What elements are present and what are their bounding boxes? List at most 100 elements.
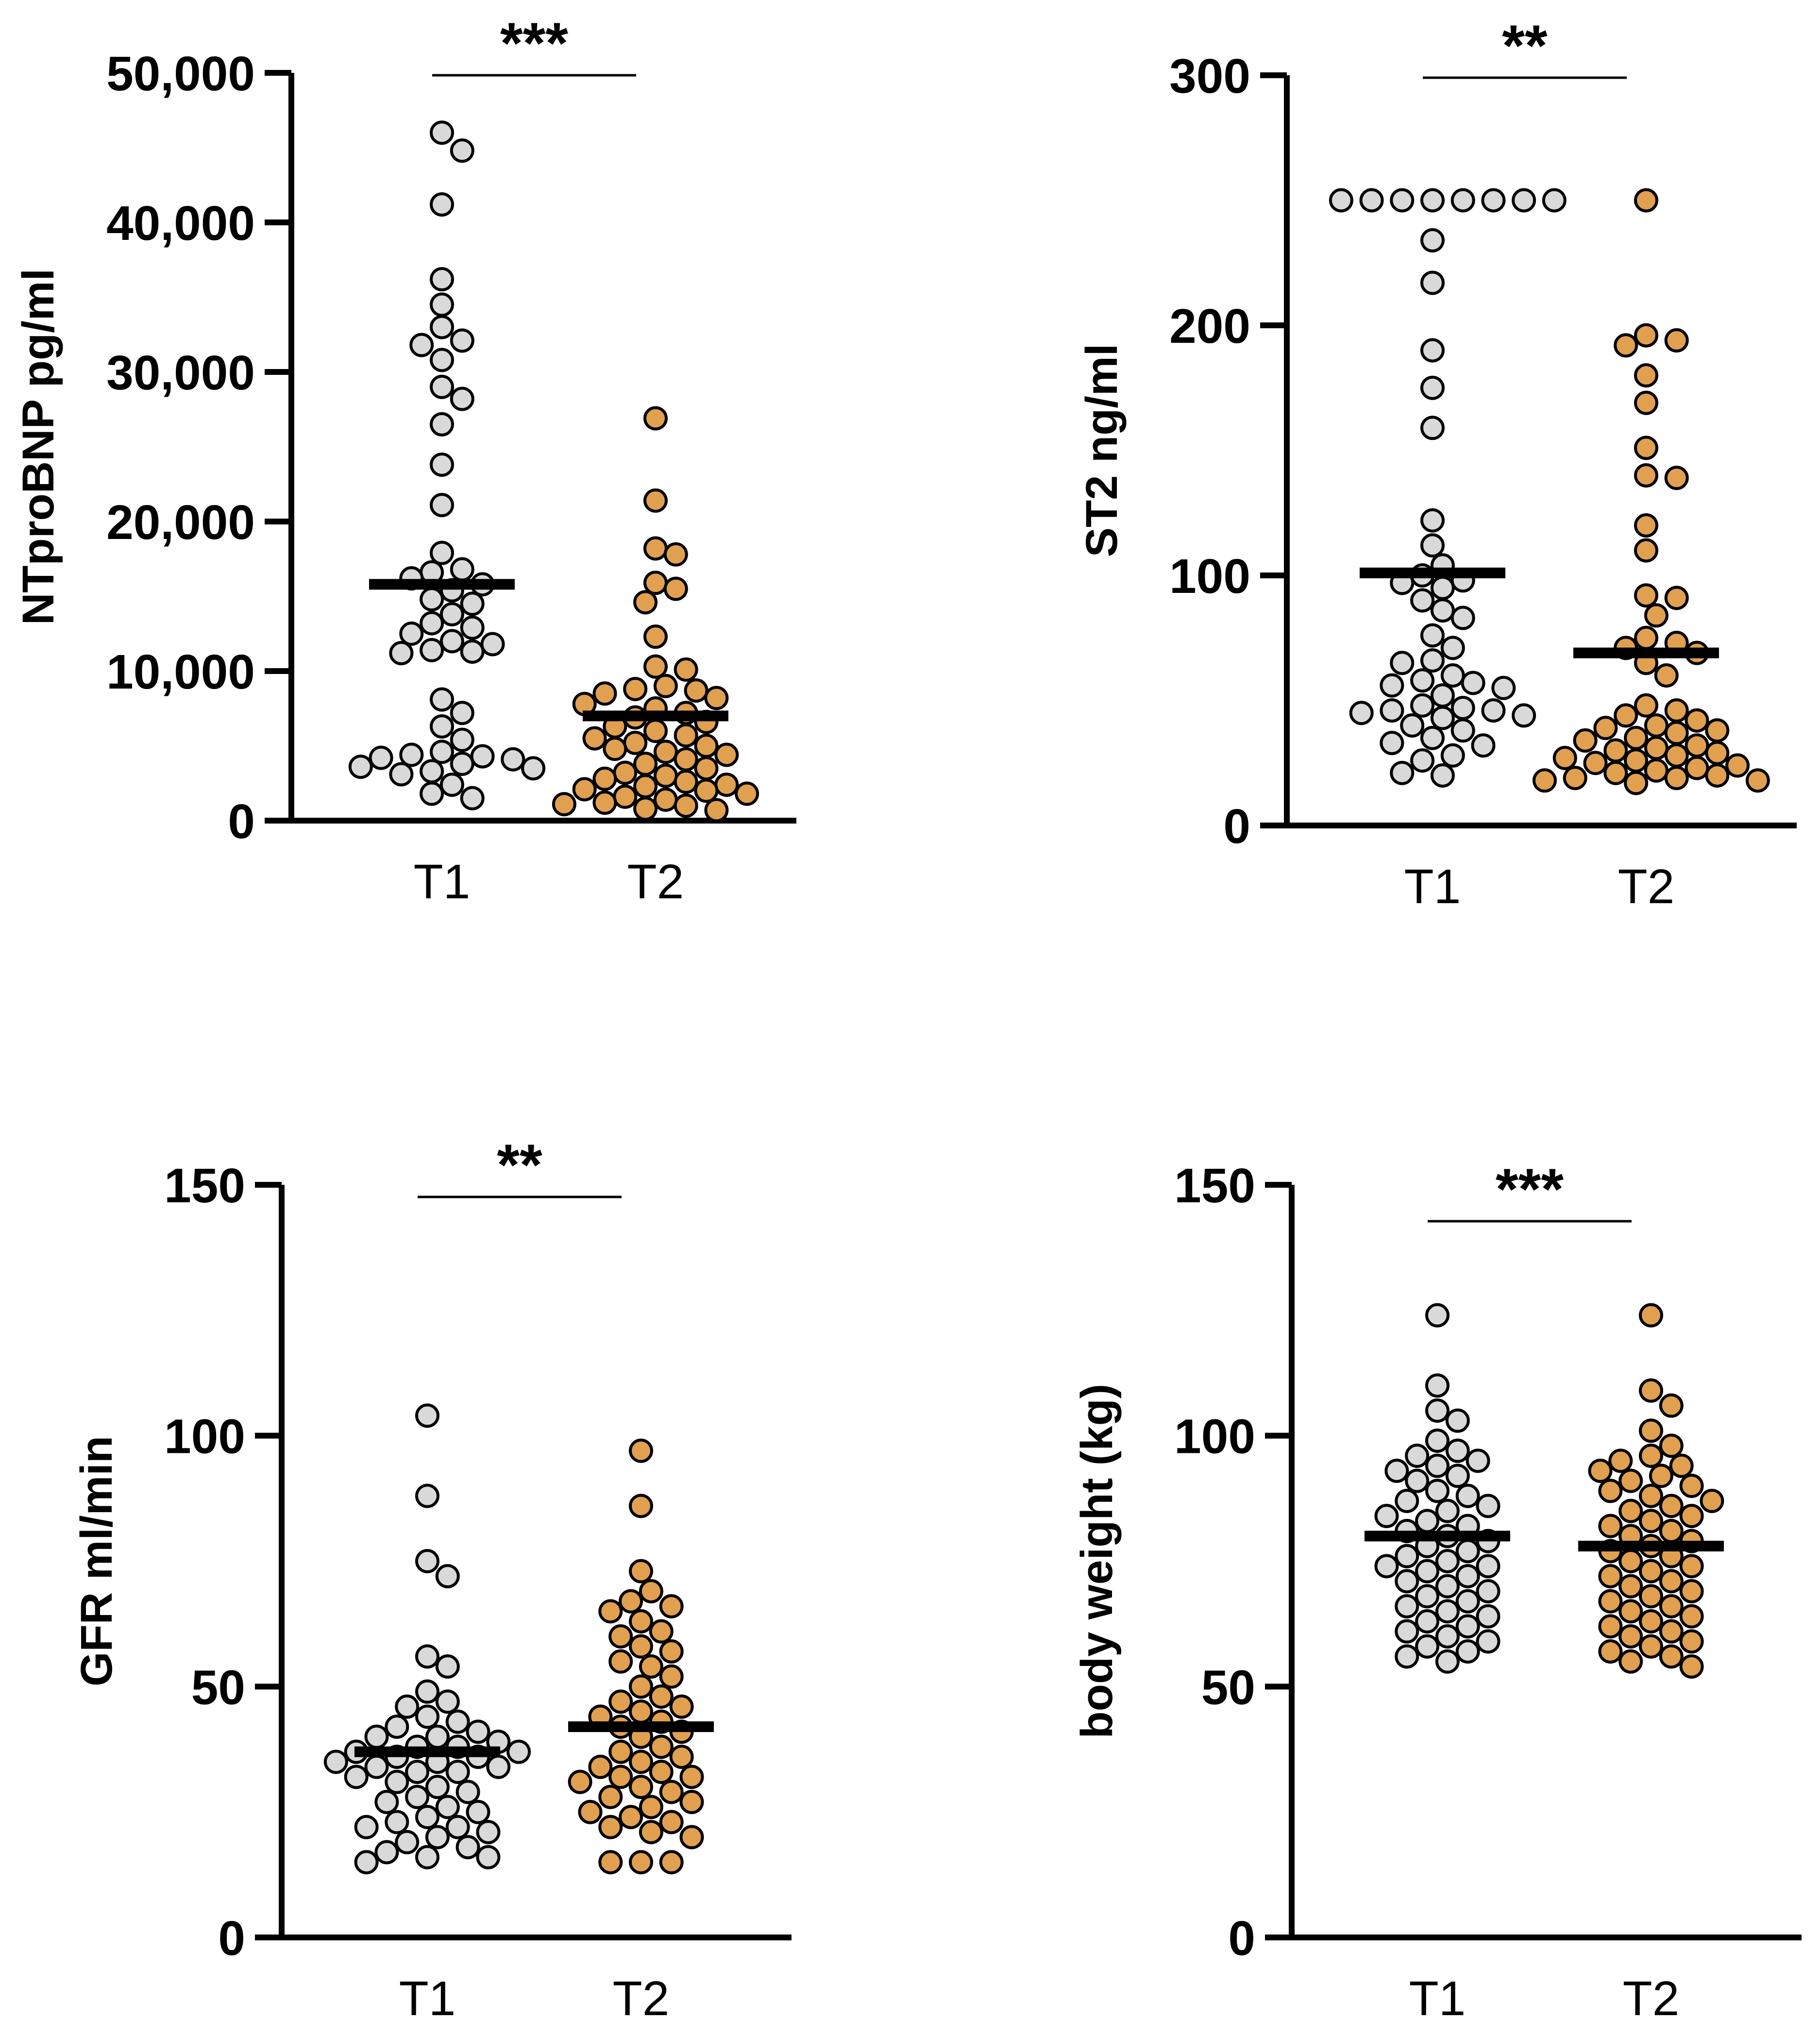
ntprobnp-point-t2 <box>674 769 698 794</box>
st2-point-t1 <box>1471 733 1496 758</box>
gfr-point-t1 <box>425 1825 450 1850</box>
gfr-point-t1 <box>445 1760 470 1784</box>
gfr-point-t1 <box>415 1845 439 1869</box>
st2-point-t2 <box>1624 771 1649 795</box>
ntprobnp-point-t1 <box>420 587 444 612</box>
body-weight-point-t1 <box>1395 1489 1419 1513</box>
ntprobnp-point-t1 <box>439 629 464 654</box>
body-weight-point-t1 <box>1435 1549 1460 1573</box>
st2-point-t2 <box>1624 748 1649 773</box>
ntprobnp-point-t2 <box>674 793 698 818</box>
gfr-point-t2 <box>649 1760 674 1784</box>
gfr-point-t2 <box>598 1599 623 1624</box>
ntprobnp-point-t2 <box>592 681 617 706</box>
st2-xtick-label-t1: T1 <box>1404 859 1461 914</box>
body-weight-point-t2 <box>1679 1579 1704 1603</box>
ntprobnp-point-t2 <box>643 719 668 743</box>
ntprobnp-point-t1 <box>430 540 454 565</box>
body-weight-point-t2 <box>1618 1549 1643 1573</box>
st2-point-t1 <box>1380 673 1404 698</box>
st2-point-t1 <box>1430 598 1455 623</box>
gfr-point-t1 <box>415 1704 439 1729</box>
ntprobnp-point-t1 <box>450 557 474 582</box>
gfr-point-t1 <box>344 1765 369 1789</box>
ntprobnp-point-t1 <box>430 120 454 145</box>
panel-body-weight: 0 50 100 150 body weight (kg) T1 T2 *** <box>1072 1157 1802 2026</box>
st2-point-t2 <box>1664 766 1689 791</box>
st2-point-t2 <box>1685 756 1709 780</box>
panel-ntprobnp: 0 10,000 20,000 30,000 40,000 50,000 NTproBNP … <box>14 11 796 909</box>
gfr-point-t1 <box>466 1800 490 1824</box>
ntprobnp-ytick-label: 10,000 <box>106 645 255 699</box>
st2-point-t1 <box>1461 671 1485 695</box>
ntprobnp-point-t2 <box>633 590 658 615</box>
st2-point-t1 <box>1450 188 1475 213</box>
gfr-point-t2 <box>629 1494 653 1518</box>
ntprobnp-point-t1 <box>430 687 454 712</box>
ntprobnp-point-t2 <box>663 576 688 601</box>
body-weight-point-t1 <box>1395 1619 1419 1644</box>
gfr-ylabel: GFR ml/min <box>72 1436 121 1686</box>
ntprobnp-point-t2 <box>653 763 678 788</box>
st2-point-t1 <box>1420 725 1445 750</box>
body-weight-point-t1 <box>1395 1544 1419 1568</box>
body-weight-point-t1 <box>1425 1373 1449 1398</box>
body-weight-point-t1 <box>1395 1569 1419 1594</box>
st2-point-t2 <box>1583 751 1608 775</box>
ntprobnp-point-t1 <box>420 611 444 636</box>
body-weight-point-t1 <box>1425 1398 1449 1423</box>
body-weight-point-t1 <box>1476 1629 1500 1654</box>
gfr-point-t2 <box>629 1609 653 1633</box>
gfr-point-t2 <box>669 1694 694 1719</box>
st2-point-t1 <box>1440 663 1465 688</box>
st2-point-t2 <box>1664 721 1689 745</box>
body-weight-xtick-label-t1: T1 <box>1409 1971 1466 2026</box>
ntprobnp-point-t2 <box>714 742 739 767</box>
body-weight-point-t2 <box>1659 1644 1684 1669</box>
body-weight-point-t1 <box>1445 1408 1470 1433</box>
body-weight-point-t2 <box>1618 1649 1643 1674</box>
st2-point-t1 <box>1380 731 1404 756</box>
st2-point-t2 <box>1634 583 1658 608</box>
body-weight-point-t2 <box>1679 1604 1704 1629</box>
ntprobnp-xtick-label-t1: T1 <box>414 855 471 909</box>
gfr-significance-label: ** <box>497 1132 542 1197</box>
body-weight-point-t1 <box>1445 1438 1470 1463</box>
body-weight-point-t1 <box>1405 1444 1430 1468</box>
body-weight-point-t1 <box>1374 1504 1399 1528</box>
ntprobnp-point-t2 <box>643 536 668 561</box>
ntprobnp-point-t1 <box>460 615 485 640</box>
st2-point-t2 <box>1603 760 1628 785</box>
body-weight-ytick-label: 0 <box>1228 1911 1255 1966</box>
st2-point-t1 <box>1420 416 1445 440</box>
ntprobnp-point-t2 <box>643 654 668 679</box>
st2-point-t1 <box>1420 338 1445 363</box>
gfr-xtick-label-t1: T1 <box>399 1971 456 2026</box>
gfr-point-t1 <box>476 1845 501 1869</box>
ntprobnp-ytick-label: 30,000 <box>106 346 255 400</box>
body-weight-point-t2 <box>1598 1564 1623 1588</box>
ntprobnp-point-t1 <box>430 315 454 339</box>
body-weight-point-t1 <box>1435 1599 1460 1624</box>
body-weight-point-t2 <box>1679 1629 1704 1654</box>
ntprobnp-point-t1 <box>430 493 454 518</box>
st2-point-t1 <box>1420 270 1445 295</box>
body-weight-point-t2 <box>1639 1559 1663 1583</box>
body-weight-point-t2 <box>1659 1519 1684 1543</box>
st2-point-t2 <box>1664 586 1689 610</box>
gfr-point-t2 <box>629 1634 653 1659</box>
st2-point-t1 <box>1420 623 1445 648</box>
body-weight-point-t2 <box>1639 1634 1663 1659</box>
body-weight-point-t2 <box>1639 1378 1663 1403</box>
ntprobnp-point-t1 <box>430 267 454 292</box>
body-weight-point-t2 <box>1639 1303 1663 1328</box>
body-weight-point-t1 <box>1395 1594 1419 1618</box>
gfr-point-t2 <box>578 1800 603 1824</box>
body-weight-point-t2 <box>1700 1489 1724 1513</box>
ntprobnp-point-t1 <box>389 762 414 787</box>
gfr-point-t1 <box>385 1810 409 1835</box>
body-weight-ytick-label: 150 <box>1174 1159 1255 1213</box>
ntprobnp-significance-label: *** <box>500 11 568 76</box>
body-weight-point-t2 <box>1659 1393 1684 1418</box>
body-weight-point-t2 <box>1659 1594 1684 1618</box>
